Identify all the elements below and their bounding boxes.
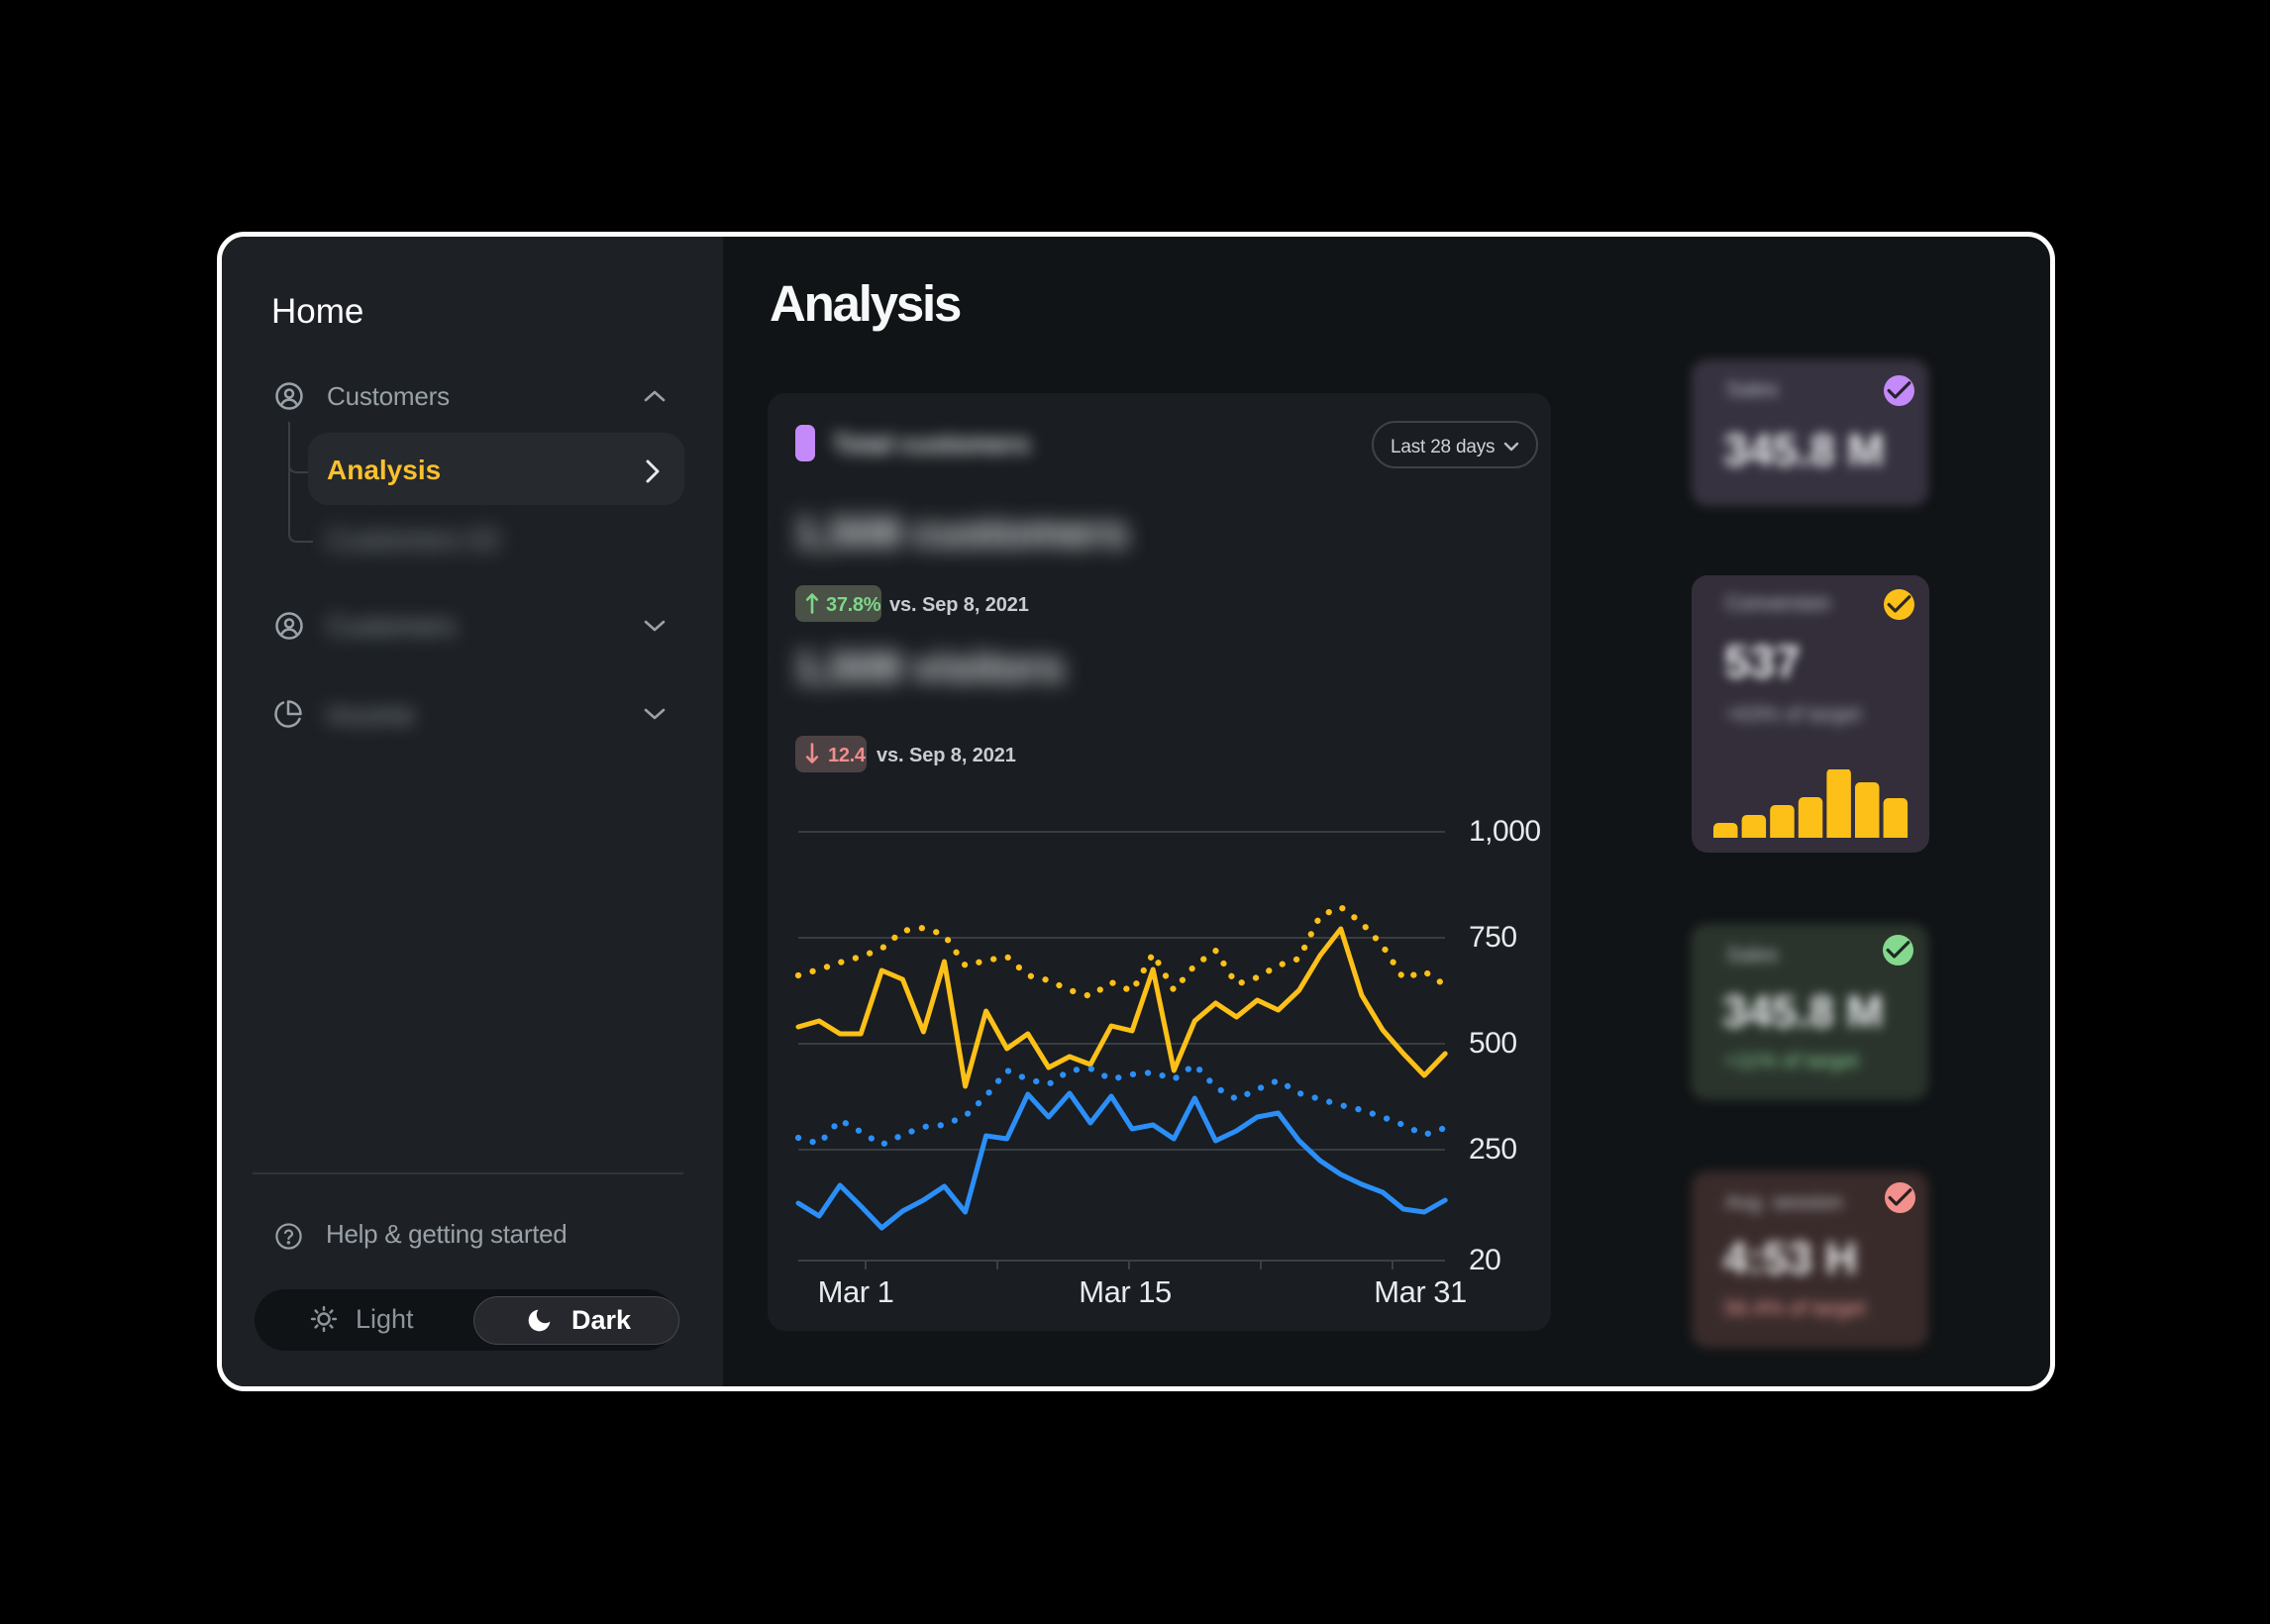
svg-text:500: 500 (1469, 1027, 1517, 1060)
svg-text:250: 250 (1469, 1133, 1517, 1166)
svg-text:Mar 31: Mar 31 (1374, 1274, 1466, 1309)
svg-text:Mar 15: Mar 15 (1079, 1274, 1171, 1309)
svg-text:Mar 1: Mar 1 (818, 1274, 894, 1309)
svg-text:750: 750 (1469, 921, 1517, 954)
svg-text:1,000: 1,000 (1469, 815, 1541, 848)
svg-text:20: 20 (1469, 1244, 1500, 1276)
